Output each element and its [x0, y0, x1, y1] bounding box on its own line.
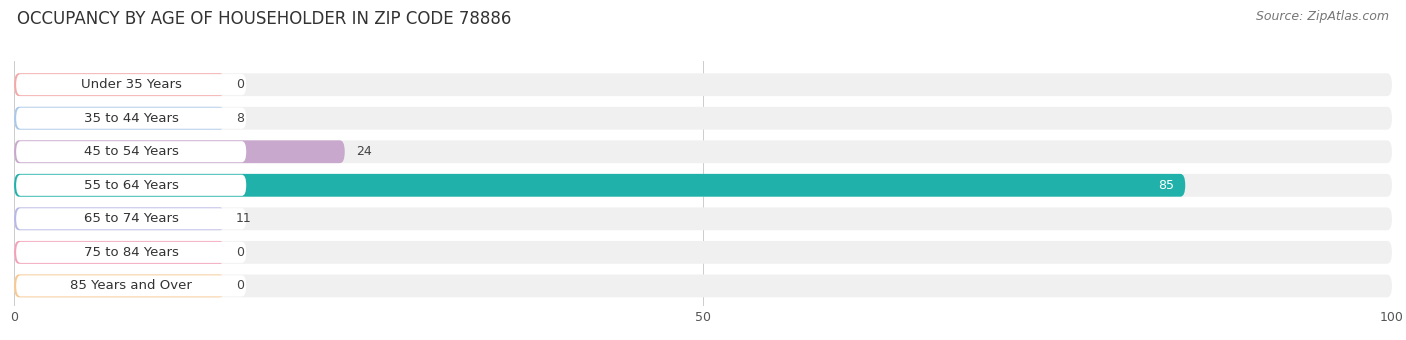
FancyBboxPatch shape	[14, 174, 1185, 197]
FancyBboxPatch shape	[14, 107, 1392, 130]
FancyBboxPatch shape	[15, 242, 246, 263]
Text: 8: 8	[236, 112, 243, 125]
Text: OCCUPANCY BY AGE OF HOUSEHOLDER IN ZIP CODE 78886: OCCUPANCY BY AGE OF HOUSEHOLDER IN ZIP C…	[17, 10, 512, 28]
FancyBboxPatch shape	[15, 108, 246, 129]
Text: Under 35 Years: Under 35 Years	[80, 78, 181, 91]
FancyBboxPatch shape	[14, 207, 225, 230]
FancyBboxPatch shape	[15, 175, 246, 196]
Text: 35 to 44 Years: 35 to 44 Years	[84, 112, 179, 125]
Text: 11: 11	[236, 212, 252, 225]
FancyBboxPatch shape	[14, 274, 1392, 297]
Text: 65 to 74 Years: 65 to 74 Years	[84, 212, 179, 225]
FancyBboxPatch shape	[15, 275, 246, 296]
FancyBboxPatch shape	[14, 140, 344, 163]
FancyBboxPatch shape	[14, 241, 225, 264]
Text: 45 to 54 Years: 45 to 54 Years	[84, 145, 179, 158]
FancyBboxPatch shape	[14, 207, 1392, 230]
Text: 85 Years and Over: 85 Years and Over	[70, 279, 193, 292]
Text: 85: 85	[1159, 179, 1174, 192]
FancyBboxPatch shape	[15, 141, 246, 162]
FancyBboxPatch shape	[14, 174, 1392, 197]
Text: 24: 24	[356, 145, 371, 158]
FancyBboxPatch shape	[15, 74, 246, 95]
FancyBboxPatch shape	[15, 208, 246, 230]
FancyBboxPatch shape	[14, 140, 1392, 163]
FancyBboxPatch shape	[14, 241, 1392, 264]
Text: 0: 0	[236, 279, 243, 292]
Text: Source: ZipAtlas.com: Source: ZipAtlas.com	[1256, 10, 1389, 23]
FancyBboxPatch shape	[14, 274, 225, 297]
FancyBboxPatch shape	[14, 107, 225, 130]
FancyBboxPatch shape	[14, 73, 1392, 96]
Text: 55 to 64 Years: 55 to 64 Years	[84, 179, 179, 192]
Text: 0: 0	[236, 246, 243, 259]
Text: 0: 0	[236, 78, 243, 91]
FancyBboxPatch shape	[14, 73, 225, 96]
Text: 75 to 84 Years: 75 to 84 Years	[84, 246, 179, 259]
